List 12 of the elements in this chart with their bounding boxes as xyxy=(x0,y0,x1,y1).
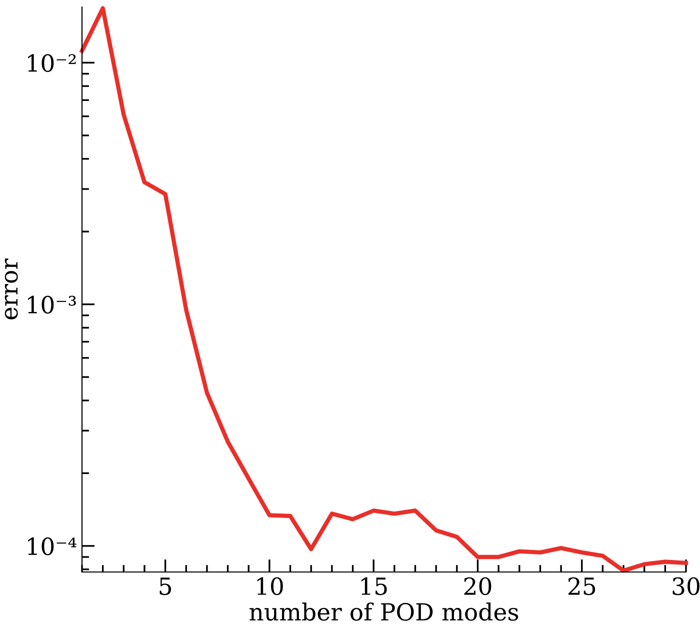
x-tick-label: 20 xyxy=(464,577,492,596)
x-tick-label: 25 xyxy=(568,577,596,596)
x-tick-label: 5 xyxy=(160,578,171,596)
y-axis-title: error xyxy=(4,258,18,320)
x-tick-label: 15 xyxy=(361,577,387,596)
x-tick-label: 30 xyxy=(672,577,700,596)
x-axis-title: number of POD modes xyxy=(250,602,518,621)
x-tick-label: 10 xyxy=(257,577,283,596)
line-series xyxy=(80,6,688,573)
y-tick-label: 10⁻⁴ xyxy=(28,537,76,556)
y-tick-label: 10⁻³ xyxy=(28,296,76,314)
y-tick-label: 10⁻² xyxy=(28,54,76,72)
